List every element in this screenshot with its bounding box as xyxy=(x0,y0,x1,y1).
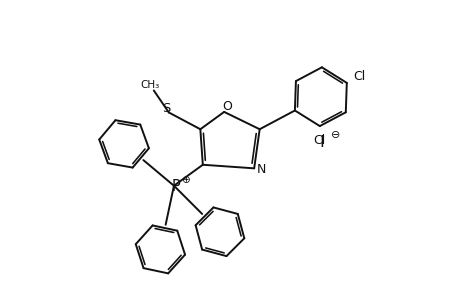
Text: ⊕: ⊕ xyxy=(180,175,189,185)
Text: Cl: Cl xyxy=(353,70,364,83)
Text: N: N xyxy=(256,163,265,176)
Text: Cl: Cl xyxy=(313,134,325,147)
Text: P: P xyxy=(171,179,180,194)
Text: S: S xyxy=(162,102,171,115)
Text: ⊖: ⊖ xyxy=(330,130,340,140)
Text: I: I xyxy=(319,134,324,149)
Text: O: O xyxy=(222,100,232,113)
Text: CH₃: CH₃ xyxy=(140,80,159,91)
